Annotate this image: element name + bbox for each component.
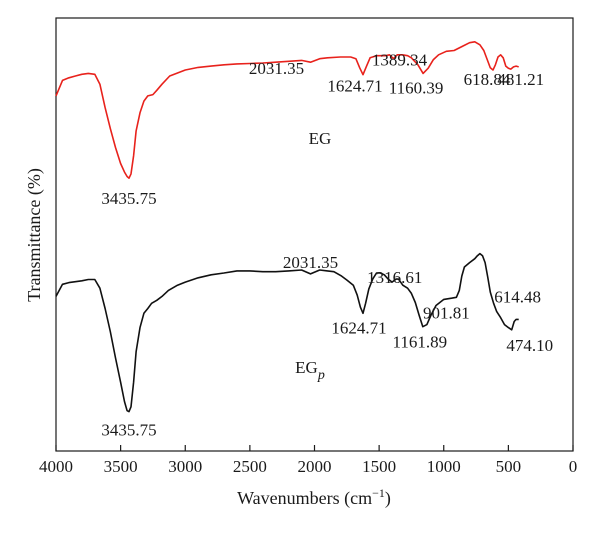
- peak-label: 618.84: [464, 70, 511, 89]
- peak-label: 3435.75: [101, 421, 156, 440]
- series-label-base: EG: [295, 358, 318, 377]
- series-layer: [55, 41, 519, 413]
- x-tick-label: 0: [569, 457, 578, 476]
- x-tick-label: 2500: [233, 457, 267, 476]
- peak-label: 481.21: [497, 70, 544, 89]
- peak-label: 1389.34: [372, 51, 428, 70]
- series-label-subscript: p: [317, 368, 325, 383]
- x-tick-label: 1500: [362, 457, 396, 476]
- peak-label: 2031.35: [249, 59, 304, 78]
- peak-label: 1624.71: [327, 77, 382, 96]
- peak-label: 2031.35: [283, 253, 338, 272]
- x-tick-label: 3500: [104, 457, 138, 476]
- y-axis-title: Transmittance (%): [24, 168, 45, 302]
- series-line-EGp: [55, 252, 519, 413]
- series-line-EG: [55, 41, 519, 179]
- peak-label: 474.10: [506, 336, 553, 355]
- peak-label: 1160.39: [389, 78, 444, 97]
- peak-label: 901.81: [423, 303, 470, 322]
- peak-label: 614.48: [494, 287, 541, 306]
- peak-label: 3435.75: [101, 189, 156, 208]
- x-axis-title: Wavenumbers (cm−1): [237, 486, 391, 509]
- series-label-base: EG: [309, 129, 332, 148]
- x-tick-label: 500: [496, 457, 522, 476]
- x-tick-label: 4000: [39, 457, 73, 476]
- x-tick-label: 3000: [168, 457, 202, 476]
- x-axis-unit-exponent: −1: [372, 486, 385, 500]
- x-axis-ticks: 4000 3500 3000 2500 2000 1500 1000 500 0: [39, 445, 577, 476]
- x-axis-title-text: Wavenumbers (cm: [237, 488, 372, 509]
- series-label-EG: EG: [309, 129, 332, 148]
- x-tick-label: 1000: [427, 457, 461, 476]
- x-tick-label: 2000: [298, 457, 332, 476]
- peak-label: 1624.71: [331, 318, 386, 337]
- x-axis-title-tail: ): [385, 488, 391, 509]
- peak-label: 1161.89: [392, 333, 447, 352]
- peak-annotations: 3435.75 2031.35 1624.71 1389.34 1160.39 618.8…: [101, 51, 553, 440]
- peak-label: 1316.61: [367, 268, 422, 287]
- series-label-EGp: EGp: [295, 358, 325, 383]
